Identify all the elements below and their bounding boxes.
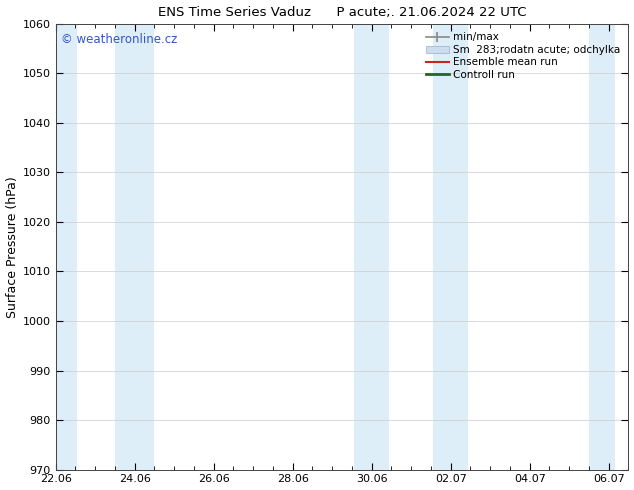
Bar bbox=[433, 24, 469, 469]
Bar bbox=[115, 24, 155, 469]
Legend: min/max, Sm  283;rodatn acute; odchylka, Ensemble mean run, Controll run: min/max, Sm 283;rodatn acute; odchylka, … bbox=[423, 29, 623, 83]
Bar bbox=[354, 24, 389, 469]
Text: © weatheronline.cz: © weatheronline.cz bbox=[61, 33, 178, 46]
Y-axis label: Surface Pressure (hPa): Surface Pressure (hPa) bbox=[6, 176, 18, 318]
Bar bbox=[589, 24, 614, 469]
Title: ENS Time Series Vaduz      P acute;. 21.06.2024 22 UTC: ENS Time Series Vaduz P acute;. 21.06.20… bbox=[158, 5, 526, 19]
Bar bbox=[50, 24, 77, 469]
